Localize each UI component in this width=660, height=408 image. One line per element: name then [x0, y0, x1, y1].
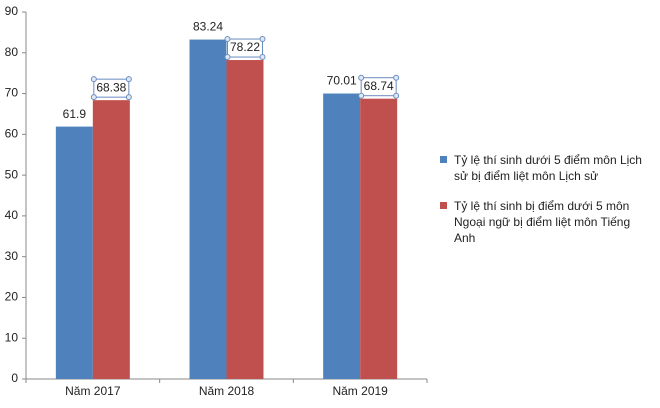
- y-tick-label: 30: [5, 249, 19, 263]
- y-tick-label: 70: [5, 86, 19, 100]
- selection-handle: [125, 76, 132, 83]
- selection-handle: [393, 92, 400, 99]
- legend-label: Tỷ lệ thí sinh dưới 5 điểm môn Lịch sử b…: [454, 153, 642, 183]
- label-box: [93, 78, 130, 98]
- x-tick-label: Năm 2018: [199, 384, 255, 398]
- y-tick-label: 90: [5, 4, 19, 18]
- label-box: [360, 77, 397, 97]
- y-tick-label: 50: [5, 167, 19, 181]
- selection-handle: [393, 74, 400, 81]
- legend-swatch: [440, 202, 447, 209]
- data-label: 61.9: [63, 107, 87, 121]
- selection-handle: [358, 74, 365, 81]
- selection-handle: [259, 36, 266, 43]
- data-label: 70.01: [327, 74, 357, 88]
- y-tick-label: 80: [5, 45, 19, 59]
- selection-handle: [90, 94, 97, 101]
- data-label: 68.38: [96, 80, 126, 94]
- y-tick-label: 0: [11, 371, 18, 385]
- data-label: 68.74: [364, 79, 394, 93]
- y-tick-label: 20: [5, 290, 19, 304]
- selection-handle: [224, 54, 231, 61]
- bar: [323, 93, 361, 380]
- legend-swatch: [440, 156, 447, 163]
- bar: [55, 126, 93, 379]
- legend: Tỷ lệ thí sinh dưới 5 điểm môn Lịch sử b…: [440, 152, 650, 260]
- legend-label: Tỷ lệ thí sinh bị điểm dưới 5 môn Ngoại …: [454, 199, 631, 245]
- x-tick-label: Năm 2019: [332, 384, 388, 398]
- y-tick-label: 60: [5, 127, 19, 141]
- bar: [189, 39, 227, 380]
- bar: [226, 60, 264, 379]
- bar: [360, 98, 398, 380]
- selection-handle: [358, 92, 365, 99]
- selection-handle: [90, 76, 97, 83]
- y-tick-label: 10: [5, 330, 19, 344]
- y-tick-label: 40: [5, 208, 19, 222]
- legend-item: Tỷ lệ thí sinh dưới 5 điểm môn Lịch sử b…: [440, 152, 650, 184]
- x-tick-label: Năm 2017: [65, 384, 121, 398]
- selection-handle: [224, 36, 231, 43]
- data-label: 78.22: [230, 40, 260, 54]
- label-box: [227, 38, 263, 58]
- legend-item: Tỷ lệ thí sinh bị điểm dưới 5 môn Ngoại …: [440, 198, 650, 246]
- selection-handle: [259, 54, 266, 61]
- data-label: 83.24: [193, 20, 223, 34]
- selection-handle: [125, 94, 132, 101]
- bar: [92, 100, 130, 379]
